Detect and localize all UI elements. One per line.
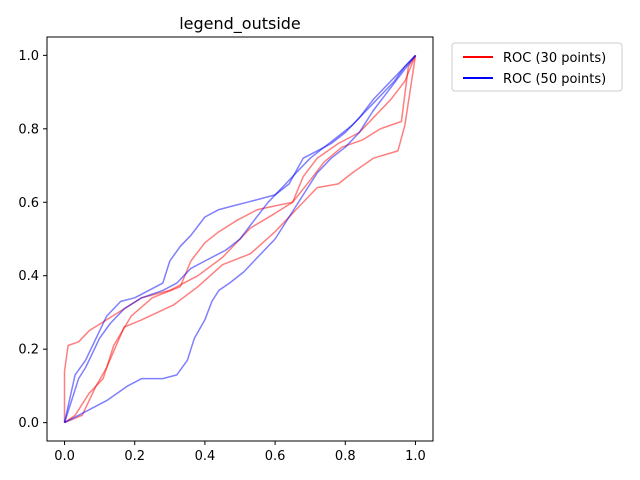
y-tick-label: 0.2 — [18, 343, 39, 358]
y-tick-label: 0.4 — [18, 269, 39, 284]
x-axis: 0.0 0.2 0.4 0.6 0.8 1.0 — [54, 441, 426, 464]
x-tick-label: 0.8 — [335, 449, 356, 464]
legend: ROC (30 points) ROC (50 points) — [451, 42, 623, 92]
roc-curve-6 — [64, 54, 417, 424]
chart-title: legend_outside — [179, 14, 301, 34]
y-tick-label: 0.0 — [18, 416, 39, 431]
y-tick-label: 0.8 — [18, 122, 39, 137]
legend-box — [451, 42, 623, 92]
axes-frame — [46, 36, 434, 442]
legend-label-30: ROC (30 points) — [503, 51, 606, 66]
y-axis: 0.0 0.2 0.4 0.6 0.8 1.0 — [18, 49, 47, 431]
legend-label-50: ROC (50 points) — [503, 72, 606, 87]
roc-curve-5 — [63, 54, 417, 423]
x-tick-label: 0.2 — [124, 449, 145, 464]
x-tick-label: 0.0 — [54, 449, 75, 464]
roc-curve-3 — [64, 55, 417, 424]
x-tick-label: 0.6 — [265, 449, 286, 464]
y-tick-label: 0.6 — [18, 196, 39, 211]
x-tick-label: 0.4 — [195, 449, 216, 464]
y-tick-label: 1.0 — [18, 49, 39, 64]
roc-curve-4 — [63, 54, 417, 423]
roc-curve-2 — [64, 54, 417, 424]
x-tick-label: 1.0 — [405, 449, 426, 464]
plot-lines — [63, 54, 417, 424]
